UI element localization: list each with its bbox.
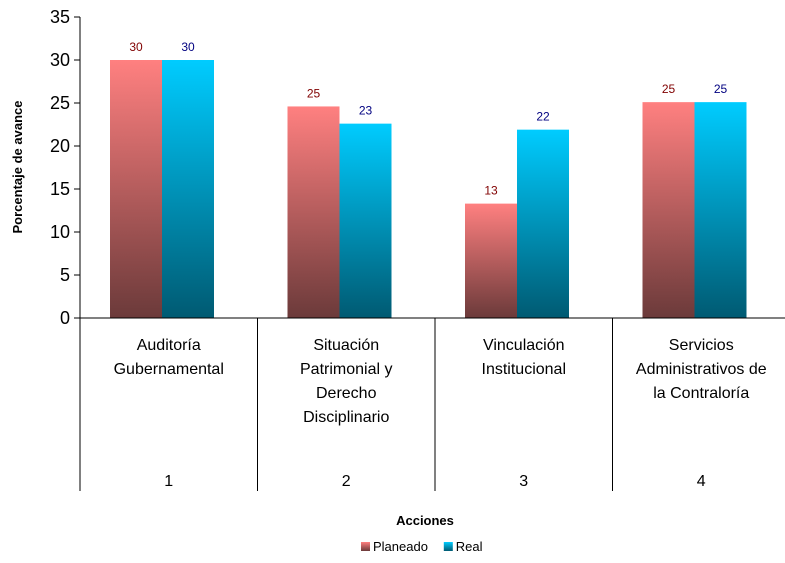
legend-label-planeado: Planeado (373, 539, 428, 554)
category-label-line: Situación (313, 337, 379, 354)
bar-planeado-2 (287, 106, 340, 318)
y-tick-label: 30 (50, 50, 70, 70)
category-label-line: la Contraloría (653, 385, 749, 402)
bar-real-2 (339, 123, 392, 318)
y-axis-title: Porcentaje de avance (10, 101, 25, 234)
legend-swatch-planeado (361, 542, 370, 551)
legend: Planeado Real (361, 539, 483, 554)
x-axis-title: Acciones (396, 513, 454, 528)
y-tick-label: 25 (50, 93, 70, 113)
y-tick-label: 15 (50, 179, 70, 199)
data-label-real-4: 25 (714, 82, 728, 96)
category-label-line: Vinculación (483, 337, 565, 354)
bar-planeado-4 (642, 102, 695, 318)
y-tick-label: 35 (50, 7, 70, 27)
y-tick-label: 5 (60, 265, 70, 285)
bar-planeado-1 (110, 60, 162, 318)
category-label-line: Gubernamental (114, 361, 224, 378)
category-label-line: Servicios (669, 337, 734, 354)
category-number: 2 (342, 473, 351, 490)
data-labels-group: 30 30 25 23 13 22 25 25 (129, 40, 727, 198)
data-label-real-2: 23 (359, 104, 373, 118)
category-number: 3 (519, 473, 528, 490)
data-label-planeado-1: 30 (129, 40, 143, 54)
bar-real-4 (694, 102, 747, 318)
category-label-line: Disciplinario (303, 409, 389, 426)
category-dividers (79, 318, 613, 491)
data-label-real-3: 22 (536, 110, 550, 124)
bar-real-3 (517, 129, 569, 318)
bar-real-1 (162, 60, 214, 318)
data-label-planeado-2: 25 (307, 86, 321, 100)
legend-swatch-real (443, 542, 453, 551)
category-label-line: Derecho (316, 385, 377, 402)
y-tick-label: 10 (50, 222, 70, 242)
y-tick-label: 0 (60, 308, 70, 328)
category-label-line: Auditoría (137, 337, 201, 354)
category-number: 4 (697, 473, 706, 490)
data-label-planeado-3: 13 (484, 184, 498, 198)
category-label-line: Patrimonial y (300, 361, 392, 378)
category-labels: Auditoría Gubernamental 1 Situación Patrimon… (114, 337, 767, 490)
y-tick-label: 20 (50, 136, 70, 156)
data-label-real-1: 30 (181, 40, 195, 54)
category-label-line: Administrativos de (636, 361, 767, 378)
data-label-planeado-4: 25 (662, 82, 676, 96)
category-number: 1 (164, 473, 173, 490)
category-label-line: Institucional (482, 361, 567, 378)
legend-label-real: Real (456, 539, 483, 554)
bar-planeado-3 (465, 203, 517, 318)
bars-group (110, 60, 747, 318)
y-ticks-group: 0 5 10 15 20 25 30 35 (50, 7, 80, 328)
